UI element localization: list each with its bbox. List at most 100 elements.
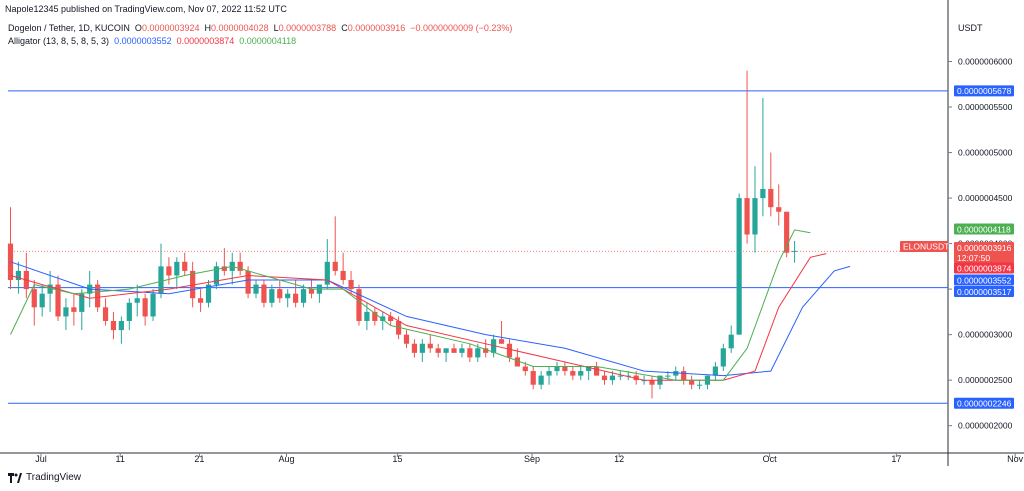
candle-down [570, 371, 576, 376]
candle-down [102, 307, 109, 321]
candle-up [285, 293, 291, 299]
hline-price-label-bg [954, 286, 1014, 297]
lips-price-label-bg [954, 223, 1014, 235]
hline-price-label-bg [954, 397, 1014, 409]
candle-up [118, 320, 124, 331]
candle-up [300, 289, 307, 303]
footer: TradingView [8, 472, 81, 483]
x-tick-label: Oct [763, 454, 778, 464]
candle-down [593, 366, 600, 376]
candle-up [712, 366, 718, 376]
candles-group [7, 70, 798, 399]
candle-down [245, 270, 251, 294]
last-price-label: 0.0000003916 [957, 243, 1012, 253]
lips-price-label: 0.0000004118 [957, 224, 1011, 234]
candle-up [126, 302, 132, 321]
candle-down [467, 348, 473, 358]
y-tick-label: 0.0000006000 [958, 57, 1013, 67]
x-tick-label: 21 [194, 454, 204, 464]
candle-down [506, 343, 513, 358]
candle-down [784, 211, 790, 253]
y-tick-label: 0.0000005500 [958, 102, 1013, 112]
candle-up [205, 284, 212, 303]
candle-down [435, 348, 441, 353]
open-value: 0.0000003924 [141, 23, 200, 33]
jaw-price-label: 0.0000003552 [957, 275, 1012, 285]
alligator-jaw-value: 0.0000003552 [114, 36, 172, 46]
candle-up [578, 371, 584, 376]
candle-up [364, 311, 370, 321]
candle-down [689, 380, 695, 385]
candle-down [95, 284, 101, 308]
candle-down [681, 371, 687, 381]
x-tick-label: Jul [35, 454, 47, 464]
alligator-label[interactable]: Alligator (13, 8, 5, 8, 5, 3) [8, 36, 110, 46]
candle-down [372, 311, 378, 321]
candle-down [649, 380, 655, 385]
candle-down [348, 280, 354, 290]
candle-down [514, 357, 520, 367]
candle-up [760, 188, 766, 199]
candle-up [546, 371, 552, 376]
candle-up [752, 198, 758, 235]
candle-up [419, 343, 425, 353]
x-tick-label: 17 [891, 454, 901, 464]
candle-up [586, 366, 592, 372]
candle-down [388, 316, 394, 321]
y-tick-label: 0.0000004500 [958, 193, 1013, 203]
candle-up [380, 316, 386, 321]
candle-down [332, 261, 338, 271]
candle-down [71, 307, 77, 312]
candle-down [776, 207, 782, 212]
hline-price-label: 0.0000005678 [957, 86, 1012, 96]
x-tick-label: Aug [279, 454, 295, 464]
candle-down [356, 289, 362, 321]
candle-up [617, 375, 623, 377]
candle-down [768, 188, 774, 208]
candle-up [79, 293, 85, 312]
candle-up [475, 348, 481, 358]
alligator-teeth-line [10, 253, 827, 381]
y-tick-label: 0.0000002500 [958, 375, 1013, 385]
candle-up [174, 261, 180, 276]
candle-down [411, 343, 418, 353]
candle-down [498, 339, 505, 344]
tradingview-logo-icon [8, 472, 22, 483]
teeth-price-label-bg [954, 262, 1014, 274]
candle-up [213, 266, 220, 285]
candle-down [427, 343, 433, 349]
candle-up [39, 293, 45, 308]
candle-up [150, 293, 156, 317]
y-tick-label: 0.0000005000 [958, 148, 1013, 158]
candle-down [182, 261, 188, 271]
candle-up [736, 198, 742, 335]
candle-up [554, 366, 560, 372]
candle-down [277, 289, 283, 299]
alligator-lips-value: 0.0000004118 [239, 36, 297, 46]
high-label: H [204, 23, 212, 33]
candle-down [237, 261, 243, 271]
candle-down [142, 298, 148, 317]
candle-up [253, 284, 259, 294]
candle-down [522, 366, 528, 372]
candle-up [324, 261, 330, 285]
candle-down [31, 289, 37, 308]
candle-up [538, 375, 544, 385]
alligator-lips-line [10, 229, 811, 381]
candle-up [443, 348, 449, 353]
candle-down [562, 366, 568, 372]
teeth-price-label: 0.0000003874 [957, 263, 1012, 273]
candle-down [601, 375, 608, 381]
candle-up [665, 375, 671, 377]
candle-up [791, 250, 798, 252]
candle-down [308, 289, 315, 294]
candle-down [293, 293, 299, 303]
candle-down [110, 320, 117, 331]
candle-down [530, 371, 536, 385]
symbol-title[interactable]: Dogelon / Tether, 1D, KUCOIN [8, 23, 130, 33]
candle-down [451, 348, 457, 353]
axis-unit: USDT [958, 23, 983, 33]
open-label: O [134, 23, 142, 33]
x-tick-label: 11 [116, 454, 125, 464]
